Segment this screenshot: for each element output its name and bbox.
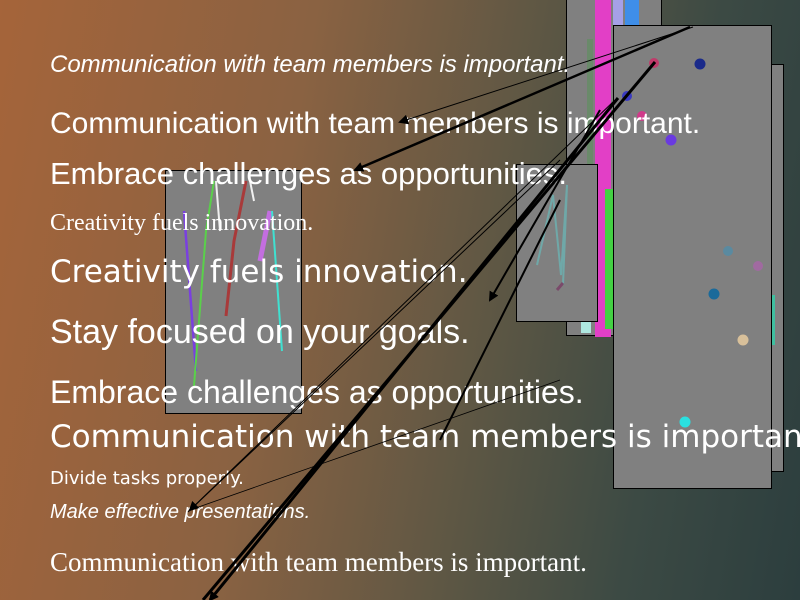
- text-line-4: Creativity fuels innovation.: [50, 210, 314, 236]
- text-line-9: Divide tasks properly.: [50, 468, 244, 489]
- text-line-2: Communication with team members is impor…: [50, 107, 701, 140]
- text-line-11: Communication with team members is impor…: [50, 547, 587, 577]
- text-line-8: Communication with team members is impor…: [50, 419, 800, 455]
- text-line-1: Communication with team members is impor…: [50, 51, 571, 78]
- text-line-3: Embrace challenges as opportunities.: [50, 156, 567, 191]
- text-line-7: Embrace challenges as opportunities.: [50, 374, 584, 410]
- text-line-10: Make effective presentations.: [50, 501, 311, 523]
- text-line-6: Stay focused on your goals.: [50, 313, 470, 351]
- text-line-5: Creativity fuels innovation.: [50, 254, 468, 290]
